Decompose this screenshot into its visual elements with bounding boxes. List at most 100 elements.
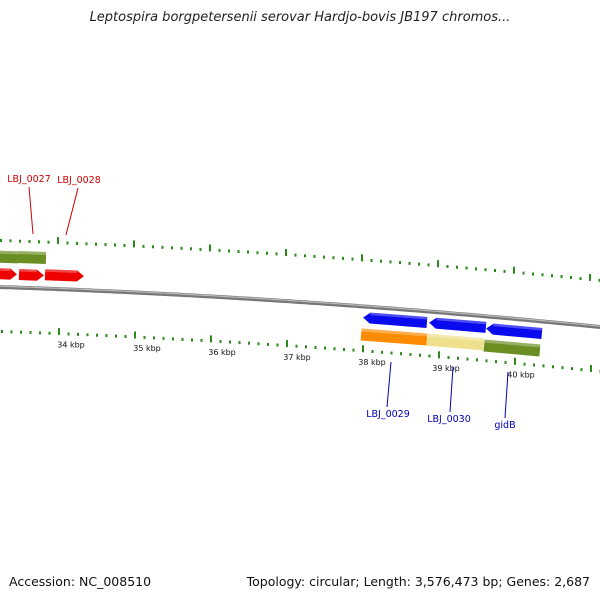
kbp-label: 40 kbp — [507, 370, 535, 379]
label-leader — [386, 361, 392, 408]
major-tick — [210, 335, 212, 343]
minor-tick — [191, 338, 193, 342]
minor-tick — [332, 256, 335, 260]
minor-tick — [123, 244, 126, 247]
minor-tick — [409, 353, 412, 356]
minor-tick — [266, 251, 268, 255]
minor-tick — [124, 335, 127, 338]
major-tick — [57, 237, 59, 245]
minor-tick — [0, 239, 2, 242]
minor-tick — [495, 360, 497, 364]
minor-tick — [143, 335, 146, 339]
minor-tick — [48, 331, 51, 335]
minor-tick — [370, 259, 373, 262]
minor-tick — [295, 344, 298, 348]
minor-tick — [228, 249, 230, 253]
major-tick — [286, 340, 288, 348]
gene-band-khaki — [426, 333, 485, 351]
major-tick — [58, 328, 60, 336]
gene-band-olive-body — [483, 339, 541, 357]
minor-tick — [494, 269, 496, 272]
minor-tick — [522, 271, 525, 275]
gene-arrow-red — [18, 269, 44, 281]
minor-tick — [190, 247, 192, 251]
gene-arrow-blue — [363, 312, 428, 328]
minor-tick — [427, 263, 430, 267]
minor-tick — [542, 364, 545, 368]
major-tick — [589, 273, 591, 281]
major-tick — [437, 260, 439, 268]
major-tick — [361, 254, 363, 262]
gene-arrow-blue-body — [486, 323, 543, 340]
gene-band-olive-shine — [484, 339, 541, 348]
major-tick — [133, 240, 135, 248]
gene-arrow-red-shine — [19, 269, 38, 273]
gene-arrow-blue-body — [363, 312, 428, 328]
minor-tick — [1, 330, 3, 333]
minor-tick — [532, 272, 534, 276]
gene-arrow-red-body — [0, 268, 17, 280]
minor-tick — [238, 341, 241, 345]
minor-tick — [342, 256, 344, 260]
minor-tick — [10, 330, 13, 334]
label-leader — [504, 371, 509, 419]
minor-tick — [475, 267, 477, 271]
label-leaders — [28, 186, 509, 419]
minor-tick — [171, 246, 173, 250]
minor-tick — [256, 251, 259, 255]
gene-band-orange-body — [360, 328, 428, 346]
gene-label: LBJ_0028 — [57, 175, 101, 186]
minor-tick — [66, 241, 69, 245]
minor-tick — [267, 342, 269, 346]
map-title: Leptospira borgpetersenii serovar Hardjo… — [89, 10, 511, 25]
gene-band-olive — [483, 339, 541, 357]
gene-arrow-blue-shine — [493, 323, 543, 331]
minor-tick — [380, 259, 382, 263]
minor-tick — [218, 248, 221, 252]
kbp-label: 36 kbp — [208, 348, 236, 357]
minor-tick — [579, 277, 582, 280]
minor-tick — [199, 247, 202, 251]
kbp-label: 34 kbp — [57, 341, 85, 350]
major-tick — [285, 249, 287, 256]
gene-band-olive-shine — [18, 250, 47, 256]
minor-tick — [323, 255, 325, 259]
kbp-label: 37 kbp — [283, 353, 311, 362]
minor-tick — [523, 362, 526, 366]
minor-tick — [389, 260, 392, 264]
gene-band-olive-body — [17, 250, 47, 265]
minor-tick — [180, 246, 183, 250]
minor-tick — [447, 356, 450, 359]
gene-arrow-red-body — [18, 269, 44, 281]
tick-marks — [0, 237, 600, 373]
minor-tick — [343, 348, 345, 351]
minor-tick — [276, 343, 279, 347]
minor-tick — [237, 250, 240, 253]
minor-tick — [114, 243, 116, 247]
minor-tick — [29, 331, 32, 334]
gene-label: LBJ_0029 — [366, 409, 410, 420]
gene-arrow-blue — [429, 317, 487, 333]
gene-label: LBJ_0030 — [427, 414, 471, 425]
minor-tick — [476, 358, 478, 362]
minor-tick — [104, 243, 107, 247]
gene-band-orange-shine — [361, 328, 428, 337]
minor-tick — [76, 241, 78, 245]
minor-tick — [418, 262, 420, 266]
minor-tick — [504, 361, 507, 364]
minor-tick — [552, 365, 554, 369]
minor-tick — [598, 278, 600, 282]
minor-tick — [219, 340, 222, 343]
minor-tick — [371, 350, 374, 353]
minor-tick — [313, 254, 316, 258]
gene-band-khaki-shine — [427, 333, 485, 342]
minor-tick — [428, 354, 431, 358]
major-tick — [134, 331, 136, 339]
minor-tick — [551, 274, 553, 278]
minor-tick — [352, 348, 355, 352]
major-tick — [438, 351, 440, 359]
minor-tick — [181, 337, 184, 341]
gene-band-orange — [360, 328, 428, 346]
minor-tick — [142, 244, 145, 248]
